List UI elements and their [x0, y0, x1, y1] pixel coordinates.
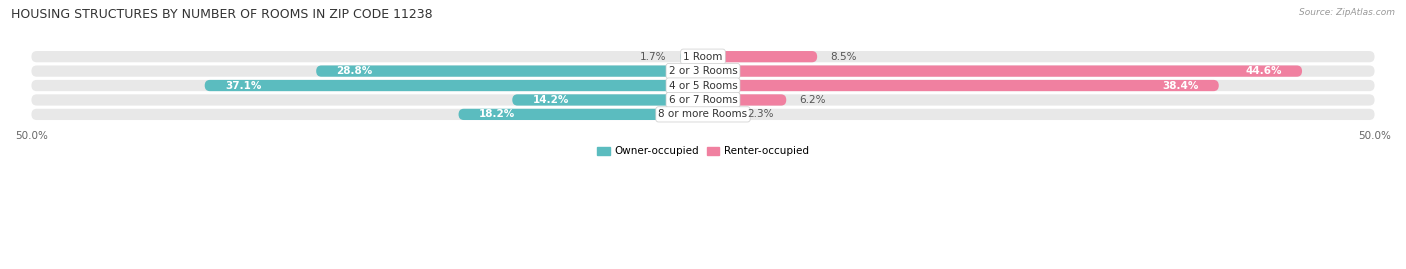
Text: Source: ZipAtlas.com: Source: ZipAtlas.com — [1299, 8, 1395, 17]
Text: 2 or 3 Rooms: 2 or 3 Rooms — [669, 66, 737, 76]
Text: 14.2%: 14.2% — [533, 95, 569, 105]
Text: 38.4%: 38.4% — [1163, 80, 1198, 91]
Text: 2.3%: 2.3% — [748, 109, 773, 119]
FancyBboxPatch shape — [31, 51, 1375, 62]
Text: 6.2%: 6.2% — [800, 95, 827, 105]
FancyBboxPatch shape — [316, 65, 703, 77]
Text: 1.7%: 1.7% — [640, 52, 666, 62]
Text: 8 or more Rooms: 8 or more Rooms — [658, 109, 748, 119]
FancyBboxPatch shape — [205, 80, 703, 91]
FancyBboxPatch shape — [681, 51, 703, 62]
Text: 8.5%: 8.5% — [831, 52, 858, 62]
Text: HOUSING STRUCTURES BY NUMBER OF ROOMS IN ZIP CODE 11238: HOUSING STRUCTURES BY NUMBER OF ROOMS IN… — [11, 8, 433, 21]
Text: 18.2%: 18.2% — [478, 109, 515, 119]
Text: 44.6%: 44.6% — [1246, 66, 1282, 76]
FancyBboxPatch shape — [703, 51, 817, 62]
FancyBboxPatch shape — [703, 65, 1302, 77]
FancyBboxPatch shape — [31, 65, 1375, 77]
Legend: Owner-occupied, Renter-occupied: Owner-occupied, Renter-occupied — [593, 142, 813, 161]
FancyBboxPatch shape — [31, 109, 1375, 120]
FancyBboxPatch shape — [31, 94, 1375, 106]
Text: 37.1%: 37.1% — [225, 80, 262, 91]
FancyBboxPatch shape — [703, 80, 1219, 91]
FancyBboxPatch shape — [703, 94, 786, 106]
Text: 1 Room: 1 Room — [683, 52, 723, 62]
Text: 6 or 7 Rooms: 6 or 7 Rooms — [669, 95, 737, 105]
FancyBboxPatch shape — [703, 109, 734, 120]
Text: 28.8%: 28.8% — [336, 66, 373, 76]
FancyBboxPatch shape — [31, 80, 1375, 91]
FancyBboxPatch shape — [458, 109, 703, 120]
FancyBboxPatch shape — [512, 94, 703, 106]
Text: 4 or 5 Rooms: 4 or 5 Rooms — [669, 80, 737, 91]
